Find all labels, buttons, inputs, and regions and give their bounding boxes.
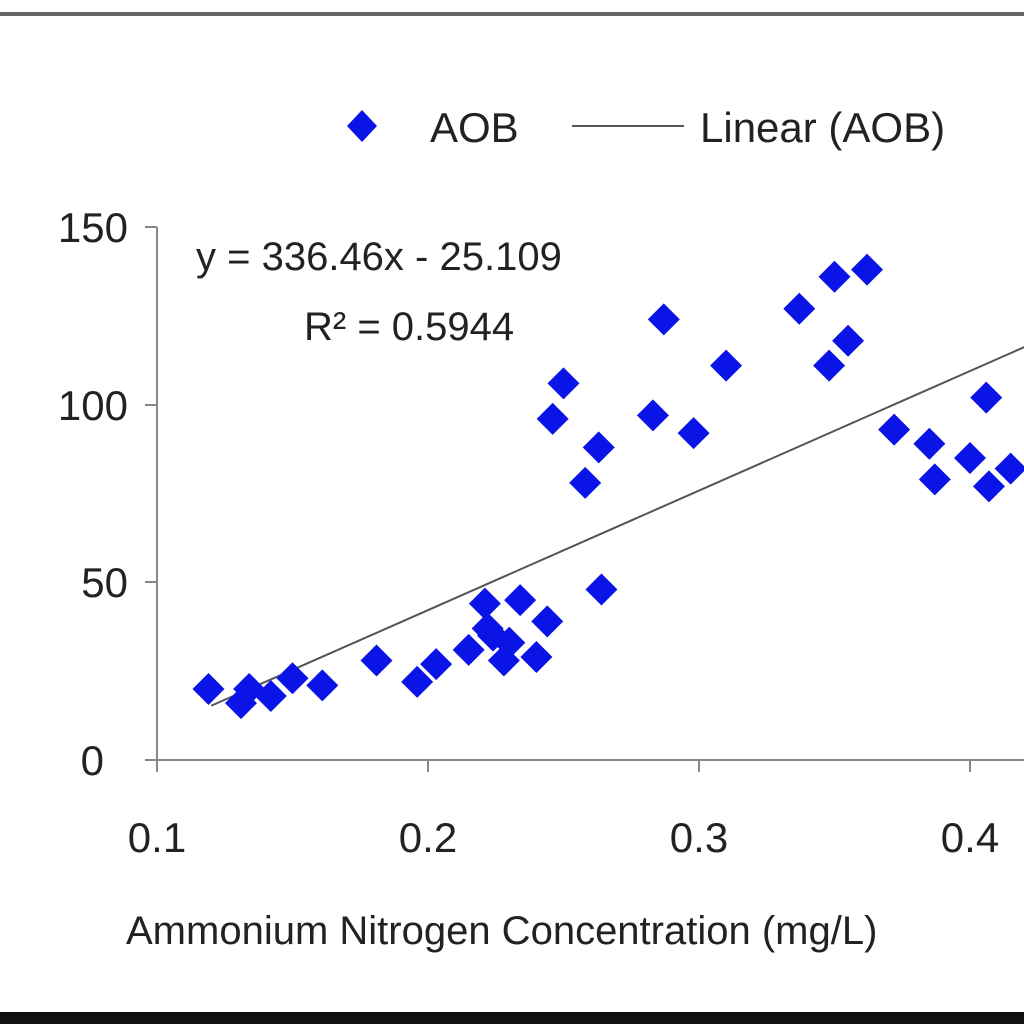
trendline-equation: y = 336.46x - 25.109 bbox=[196, 235, 562, 279]
aob-data-point bbox=[192, 672, 225, 705]
aob-data-point bbox=[233, 672, 266, 705]
x-tick-label-0.3: 0.3 bbox=[670, 814, 728, 861]
trendline-linear-aob bbox=[210, 346, 1024, 707]
aob-data-point bbox=[851, 253, 884, 286]
aob-data-point bbox=[468, 587, 501, 620]
aob-data-point bbox=[582, 431, 615, 464]
aob-data-point bbox=[954, 441, 986, 474]
aob-data-point bbox=[994, 452, 1024, 485]
aob-data-point bbox=[913, 427, 946, 460]
aob-data-point bbox=[360, 644, 393, 677]
aob-data-point bbox=[420, 648, 453, 681]
top-border bbox=[0, 12, 1024, 16]
aob-data-point bbox=[710, 349, 743, 382]
aob-data-point bbox=[677, 417, 710, 450]
y-tick-label-50: 50 bbox=[81, 559, 128, 606]
aob-data-point bbox=[970, 381, 1003, 414]
y-tick-label-0: 0 bbox=[81, 737, 104, 784]
aob-data-point bbox=[972, 470, 1005, 503]
legend: AOB Linear (AOB) bbox=[347, 104, 945, 151]
aob-data-point bbox=[504, 584, 537, 617]
aob-data-point bbox=[531, 605, 564, 638]
aob-data-point bbox=[647, 303, 680, 336]
x-tick-label-0.2: 0.2 bbox=[399, 814, 457, 861]
x-tick-label-0.4: 0.4 bbox=[941, 814, 999, 861]
x-axis: 0.1 0.2 0.3 0.4 Ammonium Nitrogen Concen… bbox=[126, 759, 1024, 953]
aob-data-point bbox=[636, 399, 669, 432]
aob-data-point bbox=[818, 260, 851, 293]
bottom-border bbox=[0, 1012, 1024, 1024]
aob-data-point bbox=[493, 626, 526, 659]
aob-data-point bbox=[520, 640, 553, 673]
aob-data-point bbox=[878, 413, 911, 446]
aob-data-point bbox=[225, 687, 258, 720]
aob-points bbox=[192, 253, 1024, 720]
aob-data-point bbox=[832, 324, 865, 357]
aob-data-point bbox=[813, 349, 846, 382]
y-tick-label-100: 100 bbox=[58, 382, 128, 429]
x-axis-title: Ammonium Nitrogen Concentration (mg/L) bbox=[126, 909, 877, 953]
y-axis: 0 50 100 150 bbox=[58, 204, 158, 784]
x-tick-label-0.1: 0.1 bbox=[128, 814, 186, 861]
aob-data-point bbox=[401, 665, 434, 698]
aob-data-point bbox=[569, 466, 602, 499]
aob-data-point bbox=[452, 633, 485, 666]
aob-data-point bbox=[783, 292, 816, 325]
aob-data-point bbox=[306, 669, 339, 702]
trendline-r-squared: R² = 0.5944 bbox=[304, 305, 514, 349]
aob-data-point bbox=[254, 680, 287, 713]
aob-data-point bbox=[918, 463, 951, 496]
aob-data-point bbox=[547, 367, 580, 400]
aob-data-point bbox=[585, 573, 618, 606]
aob-data-point bbox=[536, 402, 569, 435]
legend-marker-aob bbox=[347, 110, 377, 142]
aob-data-point bbox=[276, 662, 309, 695]
legend-label-aob: AOB bbox=[430, 104, 519, 151]
legend-label-linear: Linear (AOB) bbox=[700, 104, 945, 151]
y-tick-label-150: 150 bbox=[58, 204, 128, 251]
